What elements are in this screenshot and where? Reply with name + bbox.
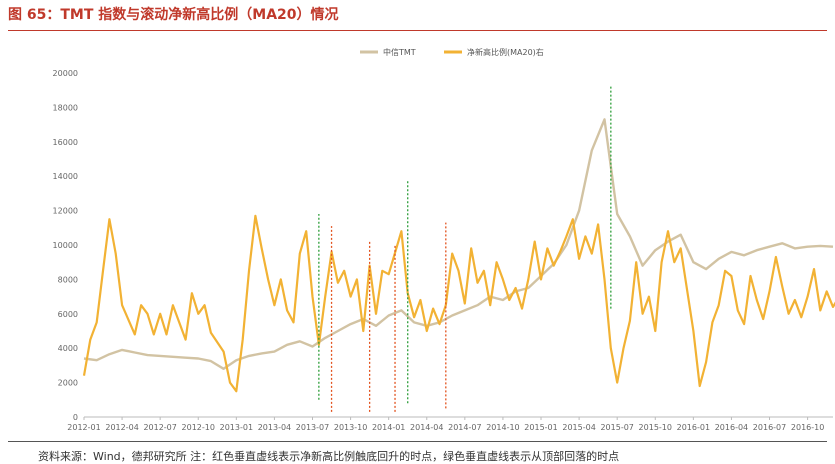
legend: 中信TMT 净新高比例(MA20)右 (360, 47, 544, 57)
y-tick-label: 18000 (53, 103, 78, 112)
x-tick-label: 2013-07 (296, 423, 329, 432)
y-tick-label: 16000 (53, 138, 78, 147)
page-title: 图 65：TMT 指数与滚动净新高比例（MA20）情况 (8, 7, 339, 23)
series-layer (82, 118, 835, 393)
axes: 0 2000 4000 6000 8000 10000 12000 14000 16000 180… (53, 69, 833, 432)
x-tick-label: 2015-04 (562, 423, 595, 432)
legend-label-ratio: 净新高比例(MA20)右 (467, 47, 544, 57)
y-tick-label: 4000 (58, 344, 78, 353)
x-tick-label: 2013-04 (258, 423, 291, 432)
source-note: 资料来源：Wind，德邦研究所 注：红色垂直虚线表示净新高比例触底回升的时点，绿… (38, 450, 620, 463)
y-tick-label: 2000 (58, 379, 78, 388)
x-tick-label: 2012-01 (67, 423, 100, 432)
series-line-tmt (83, 118, 834, 370)
x-tick-label: 2012-04 (105, 423, 138, 432)
x-tick-label: 2015-07 (600, 423, 633, 432)
x-tick-label: 2016-07 (753, 423, 786, 432)
x-tick-label: 2013-01 (220, 423, 253, 432)
marker-layer (318, 85, 612, 412)
y-tick-label: 20000 (53, 69, 78, 78)
y-tick-label: 14000 (53, 172, 78, 181)
x-tick-label: 2013-10 (334, 423, 367, 432)
y-tick-label: 6000 (58, 310, 78, 319)
x-tick-label: 2014-10 (486, 423, 519, 432)
x-tick-label: 2016-10 (791, 423, 824, 432)
chart: 中信TMT 净新高比例(MA20)右 0 2000 4000 6000 8000 1000… (53, 47, 835, 432)
x-tick-label: 2014-07 (448, 423, 481, 432)
x-tick-label: 2015-01 (524, 423, 557, 432)
x-tick-label: 2014-01 (372, 423, 405, 432)
y-tick-label: 12000 (53, 207, 78, 216)
x-tick-label: 2014-04 (410, 423, 443, 432)
y-tick-label: 10000 (53, 241, 78, 250)
title-divider (8, 30, 827, 31)
legend-label-tmt: 中信TMT (383, 47, 416, 57)
y-tick-label: 0 (73, 413, 78, 422)
series-line-ratio (82, 214, 835, 393)
x-tick-label: 2016-01 (677, 423, 710, 432)
x-tick-label: 2012-10 (182, 423, 215, 432)
y-tick-label: 8000 (58, 275, 78, 284)
x-tick-label: 2015-10 (639, 423, 672, 432)
footer-divider (8, 441, 827, 442)
x-tick-label: 2016-04 (715, 423, 748, 432)
x-tick-label: 2012-07 (143, 423, 176, 432)
